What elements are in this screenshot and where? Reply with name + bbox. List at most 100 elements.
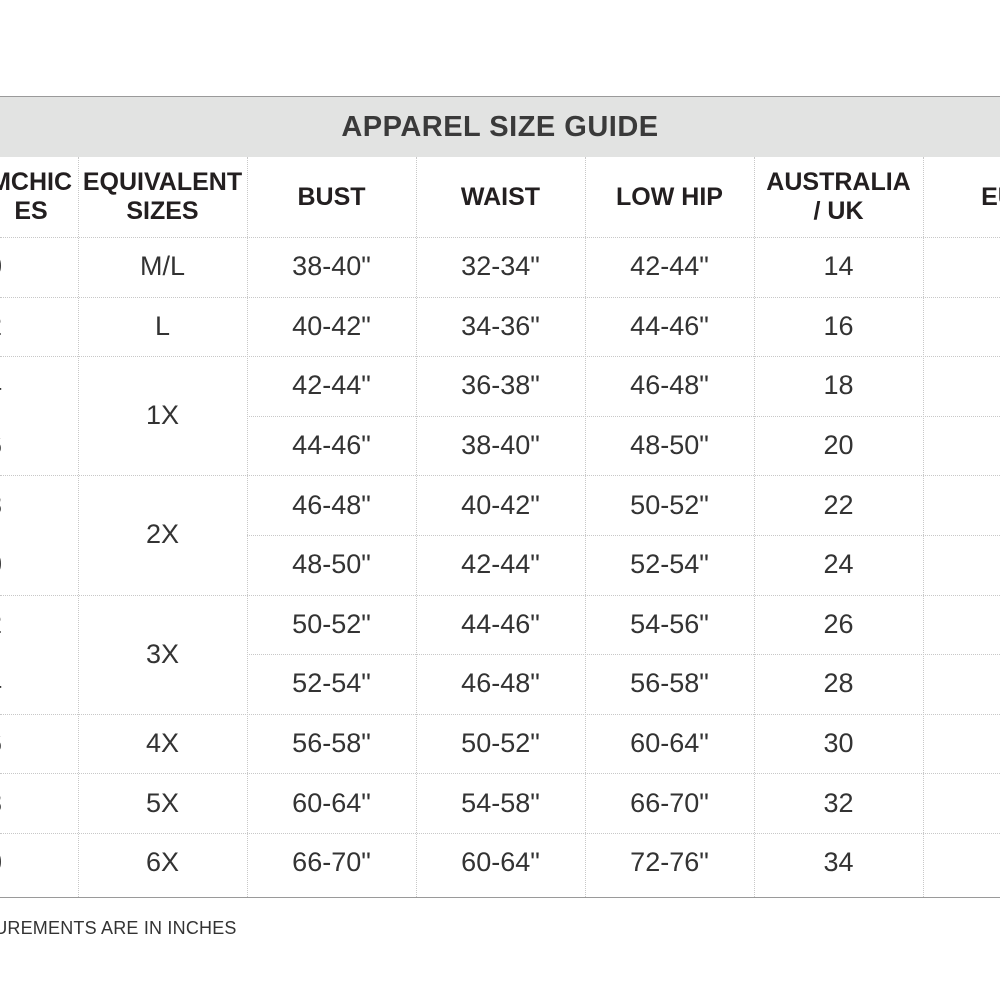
size-cell: 8 [0,475,78,535]
low-hip-cell: 66-70" [630,787,709,818]
row-divider [0,296,1000,298]
eur-cell: 5 [923,773,1000,833]
row-divider [0,833,1000,834]
size-cell: 2 [0,297,78,357]
footnote: SUREMENTS ARE IN INCHES [0,918,237,938]
equivalent-size-cell: 3X [145,638,180,669]
size-cell: 6 [0,714,78,774]
low-hip-cell: 48-50" [630,430,709,461]
eur-cell: 6 [923,833,1000,893]
column-divider [754,157,755,897]
low-hip-cell: 60-64" [630,728,709,759]
low-hip-cell: 54-56" [630,608,709,639]
eur-cell: 4 [923,475,1000,535]
header-size: MCHICES [0,168,72,225]
equivalent-size-cell: L [154,310,171,341]
australia-uk-cell: 16 [823,310,854,341]
row-divider [0,594,1000,596]
bust-cell: 60-64" [292,787,371,818]
eur-cell: 5 [923,595,1000,655]
eur-cell: 4 [923,297,1000,357]
waist-cell: 44-46" [461,608,540,639]
low-hip-cell: 56-58" [630,668,709,699]
size-cell: 6 [0,416,78,476]
header-equivalent-sizes: EQUIVALENT SIZES [82,168,243,225]
australia-uk-cell: 14 [823,251,854,282]
size-cell: 8 [0,773,78,833]
equivalent-size-cell: 1X [145,400,180,431]
column-divider [247,157,248,897]
column-divider [78,157,79,897]
size-cell: 4 [0,654,78,714]
header-low-hip: LOW HIP [616,182,723,211]
eur-cell: 5 [923,535,1000,595]
bust-cell: 66-70" [292,847,371,878]
column-divider [416,157,417,897]
waist-cell: 34-36" [461,310,540,341]
low-hip-cell: 46-48" [630,370,709,401]
size-guide-table: APPAREL SIZE GUIDE MCHICESEQUIVALENTSIZE… [0,96,1000,898]
australia-uk-cell: 22 [823,489,854,520]
equivalent-size-cell: M/L [139,251,185,282]
australia-uk-cell: 26 [823,608,854,639]
header-eur: EUR [981,182,1000,211]
equivalent-size-cell: 6X [145,847,180,878]
australia-uk-cell: 30 [823,728,854,759]
equivalent-size-cell: 2X [145,519,180,550]
size-cell: 4 [0,356,78,416]
waist-cell: 42-44" [461,549,540,580]
australia-uk-cell: 18 [823,370,854,401]
bust-cell: 40-42" [292,310,371,341]
waist-cell: 36-38" [461,370,540,401]
row-divider [0,475,1000,477]
header-bust: BUST [297,182,366,211]
waist-cell: 40-42" [461,489,540,520]
waist-cell: 46-48" [461,668,540,699]
low-hip-cell: 44-46" [630,310,709,341]
bust-cell: 42-44" [292,370,371,401]
australia-uk-cell: 24 [823,549,854,580]
australia-uk-cell: 20 [823,430,854,461]
bust-cell: 44-46" [292,430,371,461]
size-cell: 0 [0,833,78,893]
waist-cell: 60-64" [461,847,540,878]
low-hip-cell: 72-76" [630,847,709,878]
size-cell: 0 [0,237,78,297]
eur-cell: 5 [923,654,1000,714]
waist-cell: 50-52" [461,728,540,759]
eur-cell: 4 [923,416,1000,476]
size-cell: 0 [0,535,78,595]
equivalent-size-cell: 4X [145,728,180,759]
eur-cell: 5 [923,714,1000,774]
bust-cell: 56-58" [292,728,371,759]
bust-cell: 46-48" [292,489,371,520]
waist-cell: 38-40" [461,430,540,461]
row-divider [247,654,1000,656]
australia-uk-cell: 34 [823,847,854,878]
row-divider [247,415,1000,417]
eur-cell: 4 [923,237,1000,297]
bust-cell: 38-40" [292,251,371,282]
bust-cell: 48-50" [292,549,371,580]
row-divider [0,356,1000,358]
header-waist: WAIST [460,182,541,211]
column-divider [923,157,924,897]
row-divider [0,773,1000,775]
equivalent-size-cell: 5X [145,787,180,818]
waist-cell: 32-34" [461,251,540,282]
waist-cell: 54-58" [461,787,540,818]
bust-cell: 50-52" [292,608,371,639]
low-hip-cell: 52-54" [630,549,709,580]
eur-cell: 4 [923,356,1000,416]
low-hip-cell: 42-44" [630,251,709,282]
column-divider [585,157,586,897]
australia-uk-cell: 32 [823,787,854,818]
low-hip-cell: 50-52" [630,489,709,520]
row-divider [0,713,1000,715]
table-title: APPAREL SIZE GUIDE [0,97,1000,157]
australia-uk-cell: 28 [823,668,854,699]
row-divider [247,535,1000,536]
row-divider [0,237,1000,238]
size-cell: 2 [0,595,78,655]
bust-cell: 52-54" [292,668,371,699]
